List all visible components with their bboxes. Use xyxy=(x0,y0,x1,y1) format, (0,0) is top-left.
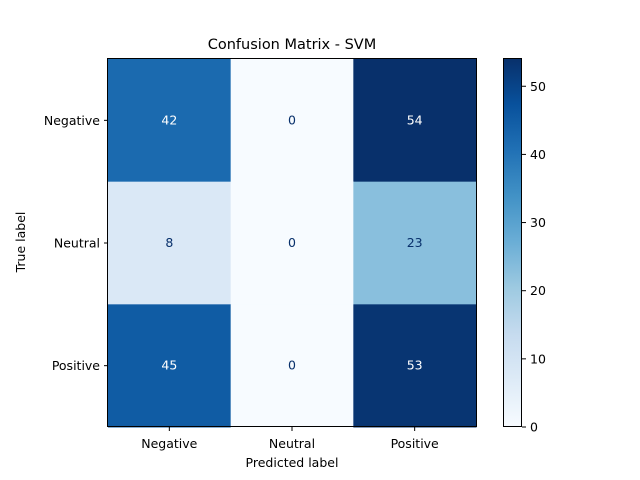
colorbar-tick-label: 40 xyxy=(530,147,546,162)
x-tick-label: Neutral xyxy=(269,436,315,451)
heatmap-cell xyxy=(108,181,232,305)
cell-value-label: 53 xyxy=(407,358,423,373)
colorbar-tick-label: 0 xyxy=(530,420,538,435)
heatmap-cell xyxy=(353,59,477,183)
heatmap-cell xyxy=(230,181,354,305)
colorbar-tick-label: 30 xyxy=(530,215,546,230)
heatmap-cell xyxy=(108,304,232,428)
colorbar-tick-label: 50 xyxy=(530,79,546,94)
colorbar-tick-label: 10 xyxy=(530,351,546,366)
cell-value-label: 0 xyxy=(288,235,296,250)
y-tick-label: Positive xyxy=(52,358,100,373)
heatmap-cells xyxy=(108,59,477,428)
x-tick-label: Negative xyxy=(141,436,197,451)
cell-value-label: 23 xyxy=(407,235,423,250)
colorbar-tick-label: 20 xyxy=(530,283,546,298)
y-tick-label: Negative xyxy=(44,113,100,128)
colorbar-ticks: 0 10 20 30 40 50 xyxy=(522,79,546,435)
heatmap-cell xyxy=(230,304,354,428)
cell-value-label: 0 xyxy=(288,112,296,127)
chart-title: Confusion Matrix - SVM xyxy=(208,37,376,53)
heatmap-cell-labels: 42 0 54 8 0 23 45 0 53 xyxy=(161,112,422,372)
colorbar xyxy=(503,58,522,427)
cell-value-label: 8 xyxy=(165,235,173,250)
heatmap-cell xyxy=(353,304,477,428)
cell-value-label: 0 xyxy=(288,358,296,373)
cell-value-label: 45 xyxy=(161,358,177,373)
heatmap-cell xyxy=(353,181,477,305)
y-axis-label: True label xyxy=(13,212,28,274)
y-tick-label: Neutral xyxy=(54,236,100,251)
x-axis-ticks: Negative Neutral Positive xyxy=(141,427,439,451)
heatmap-cell xyxy=(108,59,232,183)
cell-value-label: 54 xyxy=(407,112,423,127)
x-tick-label: Positive xyxy=(391,436,439,451)
cell-value-label: 42 xyxy=(161,112,177,127)
y-axis-ticks: Negative Neutral Positive xyxy=(44,113,108,373)
x-axis-label: Predicted label xyxy=(246,455,339,470)
heatmap-cell xyxy=(230,59,354,183)
